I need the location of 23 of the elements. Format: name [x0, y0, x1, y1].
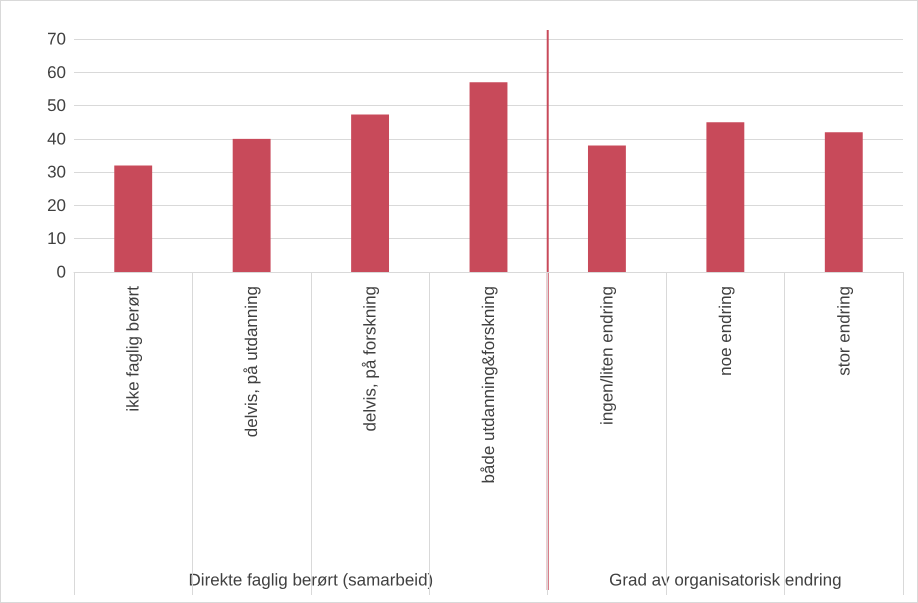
bar [232, 138, 271, 272]
x-tick-label: delvis, på forskning [360, 286, 380, 432]
y-tick-label: 60 [47, 62, 66, 82]
bar [351, 114, 390, 272]
bar [470, 82, 508, 272]
bar [706, 122, 744, 272]
y-tick-label: 0 [56, 262, 66, 282]
bar [824, 132, 863, 272]
y-tick-label: 50 [47, 96, 66, 116]
text: Direkte faglig berørt (samarbeid) [188, 570, 434, 590]
bar [114, 165, 152, 272]
y-tick-label: 40 [47, 129, 66, 148]
y-tick-label: 20 [47, 196, 66, 215]
x-tick-label: både utdanning&forskning [479, 286, 498, 484]
x-tick-label: ikke faglig berørt [124, 286, 143, 412]
y-tick-label: 70 [47, 30, 66, 48]
x-tick-label: delvis, på utdanning [242, 286, 262, 438]
x-tick-label: ingen/liten endring [597, 286, 616, 425]
y-tick-label: 30 [47, 162, 66, 182]
bar [588, 146, 626, 272]
x-tick-label: noe endring [716, 286, 735, 376]
y-tick-label: 10 [47, 229, 66, 248]
x-tick-label: stor endring [834, 286, 854, 376]
